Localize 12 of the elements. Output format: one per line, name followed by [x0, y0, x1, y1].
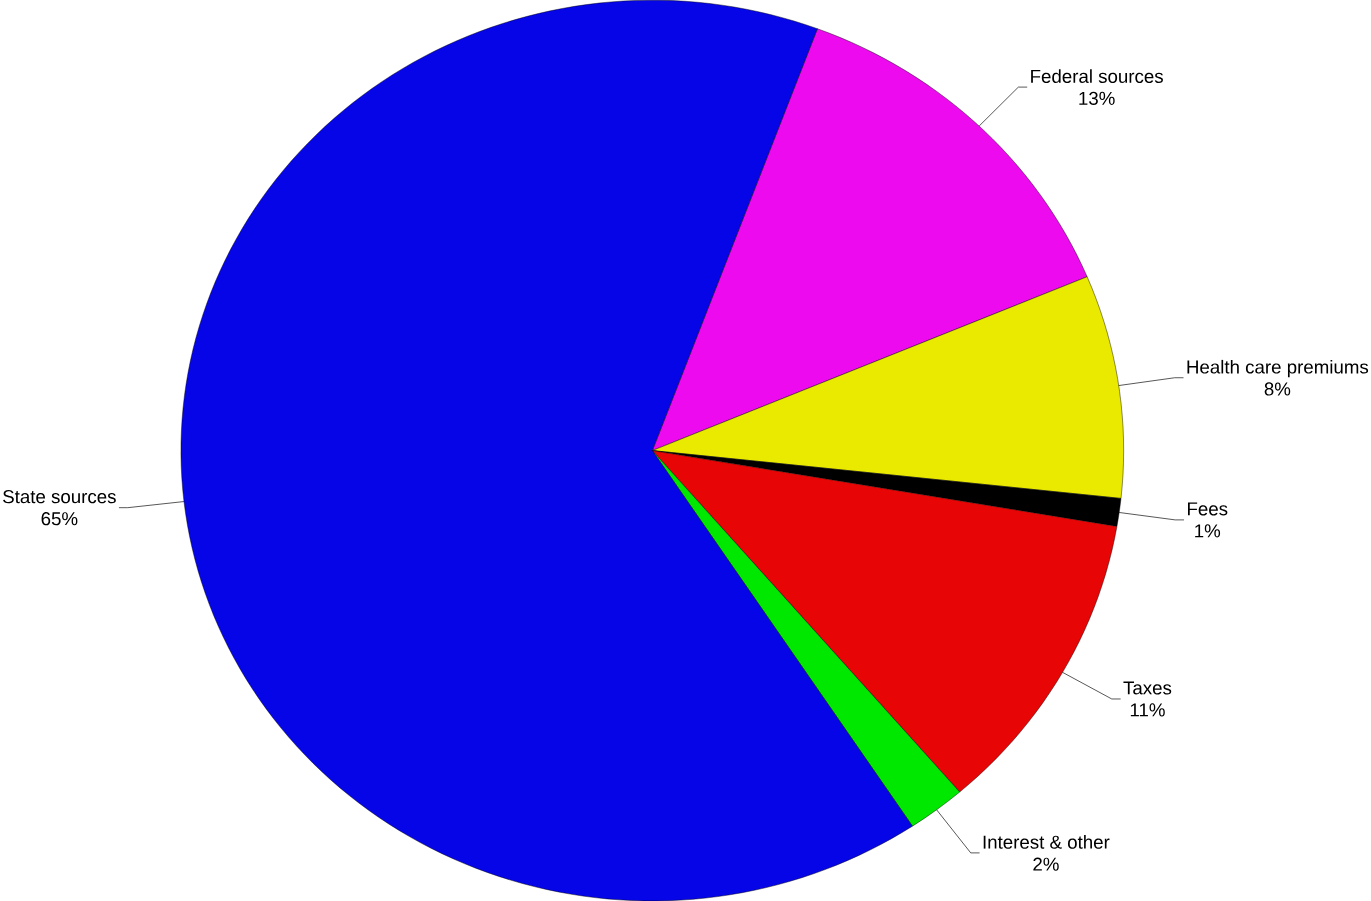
slice-label: Taxes	[1123, 681, 1172, 695]
data-label: 1%	[1195, 524, 1221, 538]
data-label: 11%	[1130, 703, 1165, 717]
slice-label: Fees	[1188, 502, 1228, 516]
slice-label: Health care premiums	[1187, 359, 1369, 378]
slice-label: Federal sources	[1031, 69, 1163, 83]
data-label: 8%	[1264, 382, 1291, 396]
data-label: 2%	[1033, 857, 1059, 871]
slice-label: State sources	[3, 489, 116, 504]
data-label: 65%	[41, 511, 78, 526]
slice-label: Interest & other	[983, 835, 1110, 849]
data-label: 13%	[1079, 91, 1115, 105]
